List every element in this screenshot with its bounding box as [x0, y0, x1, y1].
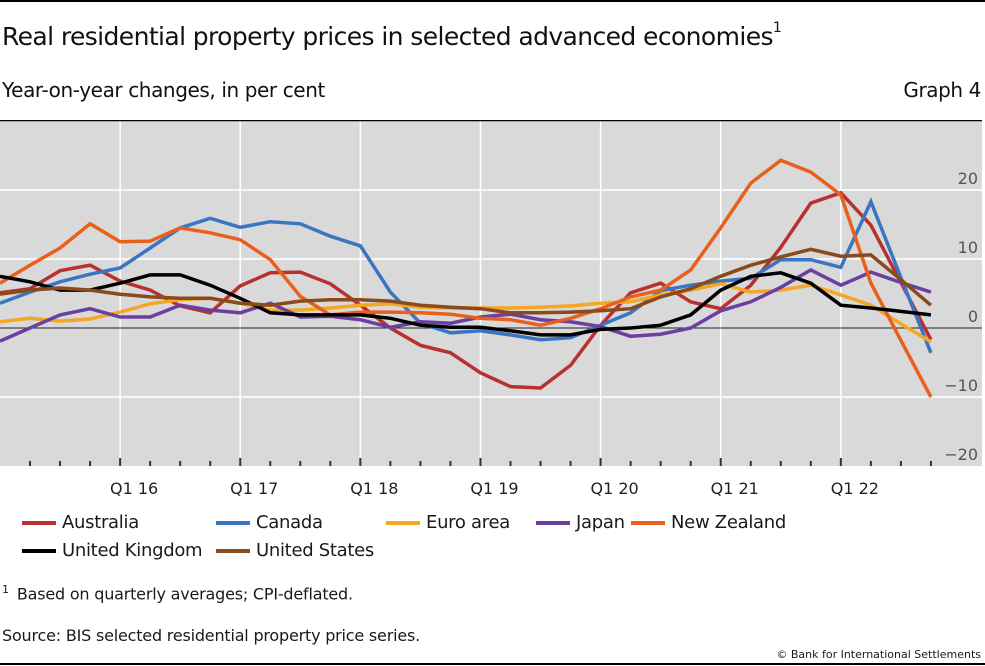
legend-swatch: [216, 548, 250, 553]
legend-item-australia: Australia: [22, 512, 139, 533]
x-tick-label: Q1 16: [110, 479, 158, 498]
y-tick-label: −20: [944, 445, 978, 464]
y-axis-labels: 20 10 0 −10 −20: [944, 169, 978, 464]
legend-swatch: [216, 520, 250, 525]
legend-item-euro-area: Euro area: [386, 512, 510, 533]
legend-swatch: [386, 520, 420, 525]
legend-swatch: [22, 548, 56, 553]
y-tick-label: 20: [958, 169, 978, 188]
y-tick-label: 10: [958, 238, 978, 257]
legend-label: Australia: [62, 512, 139, 533]
graph-number: Graph 4: [903, 78, 981, 102]
legend-swatch: [22, 520, 56, 525]
y-tick-label: 0: [968, 307, 978, 326]
series-line-new-zealand: [0, 158, 933, 398]
x-axis-ticks: [29, 458, 932, 466]
top-rule: [0, 0, 985, 2]
legend-label: United States: [256, 540, 374, 561]
legend-swatch: [631, 520, 665, 525]
legend-label: United Kingdom: [62, 540, 203, 561]
chart-title: Real residential property prices in sele…: [2, 19, 782, 51]
series-line-united-states: [0, 247, 933, 315]
x-tick-label: Q1 19: [470, 479, 518, 498]
footnote-marker: 1: [2, 583, 9, 596]
x-tick-label: Q1 18: [350, 479, 398, 498]
title-footnote-marker: 1: [772, 19, 782, 36]
legend-label: Canada: [256, 512, 323, 533]
x-tick-label: Q1 22: [831, 479, 879, 498]
legend-item-united-kingdom: United Kingdom: [22, 540, 203, 561]
footnote-text: Based on quarterly averages; CPI-deflate…: [16, 584, 353, 604]
bottom-rule: [0, 663, 985, 665]
x-tick-label: Q1 20: [590, 479, 638, 498]
x-axis-labels: Q1 16 Q1 17 Q1 18 Q1 19 Q1 20 Q1 21 Q1 22: [110, 479, 879, 498]
series-line-canada: [0, 197, 933, 354]
x-tick-label: Q1 17: [230, 479, 278, 498]
legend-item-united-states: United States: [216, 540, 374, 561]
chart-subtitle: Year-on-year changes, in per cent: [2, 78, 325, 102]
legend-item-canada: Canada: [216, 512, 323, 533]
legend-item-new-zealand: New Zealand: [631, 512, 786, 533]
legend-swatch: [536, 520, 570, 525]
y-tick-label: −10: [944, 376, 978, 395]
series-line-japan: [0, 268, 932, 343]
copyright: © Bank for International Settlements: [776, 648, 981, 661]
x-tick-label: Q1 21: [711, 479, 759, 498]
legend-item-japan: Japan: [536, 512, 625, 533]
legend-label: New Zealand: [671, 512, 786, 533]
series-line-united-kingdom: [0, 271, 932, 337]
legend-label: Japan: [576, 512, 625, 533]
legend-label: Euro area: [426, 512, 510, 533]
series-lines: [0, 158, 933, 398]
series-line-australia: [0, 190, 933, 390]
footnote: 1 Based on quarterly averages; CPI-deflat…: [2, 583, 353, 603]
source-note: Source: BIS selected residential propert…: [2, 626, 420, 645]
